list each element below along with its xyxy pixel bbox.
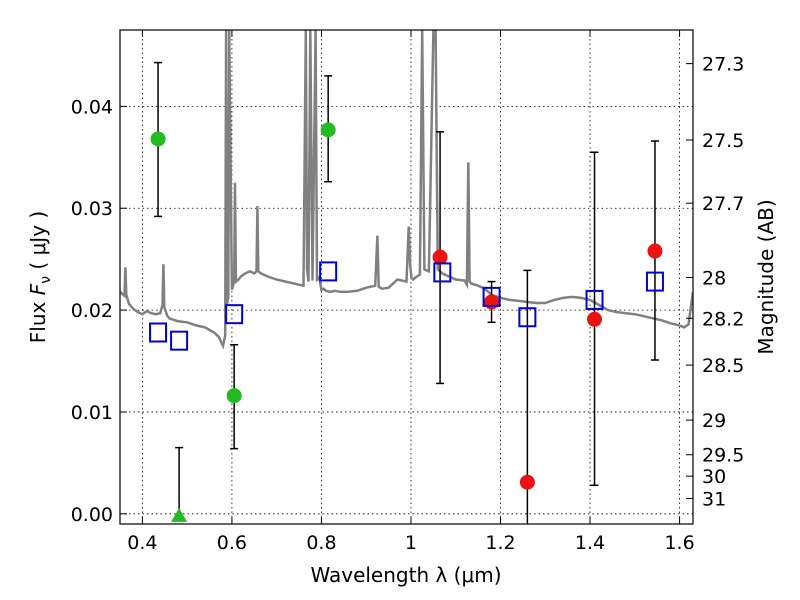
ticks bbox=[120, 30, 693, 524]
magnitude-tick-label: 29 bbox=[702, 410, 726, 432]
x-tick-label: 1.2 bbox=[485, 532, 515, 554]
y-tick-labels: 0.00 0.01 0.02 0.03 0.04 bbox=[71, 96, 113, 525]
magnitude-tick-label: 30 bbox=[702, 466, 726, 488]
blue-square-point bbox=[170, 330, 189, 351]
y-axis-label: Flux Fν ( μJy ) bbox=[26, 211, 54, 343]
grid bbox=[120, 30, 693, 524]
y-tick-label: 0.01 bbox=[71, 402, 113, 424]
magnitude-tick-label: 27.7 bbox=[702, 193, 744, 215]
x-tick-label: 0.4 bbox=[127, 532, 157, 554]
y-tick-label: 0.03 bbox=[71, 198, 113, 220]
plot-frame bbox=[119, 29, 694, 525]
magnitude-tick-label: 28.2 bbox=[702, 308, 744, 330]
red-point bbox=[484, 294, 500, 310]
magnitude-tick-label: 28.5 bbox=[702, 355, 744, 377]
green-point bbox=[226, 388, 242, 404]
magnitude-tick-label: 27.5 bbox=[702, 130, 744, 152]
x-tick-label: 0.8 bbox=[306, 532, 336, 554]
x-tick-label: 1 bbox=[405, 532, 417, 554]
green-point bbox=[150, 131, 166, 147]
blue-square-point bbox=[482, 286, 501, 307]
red-point bbox=[647, 243, 663, 259]
x-tick-labels: 0.4 0.6 0.8 1 1.2 1.4 1.6 bbox=[127, 532, 694, 554]
y-tick-label: 0.00 bbox=[71, 504, 113, 526]
x-axis-label: Wavelength λ (μm) bbox=[310, 563, 501, 587]
magnitude-tick-label: 28 bbox=[702, 268, 726, 290]
blue-square-point bbox=[225, 304, 244, 325]
x-tick-label: 0.6 bbox=[217, 532, 247, 554]
magnitude-axis-label: Magnitude (AB) bbox=[754, 199, 778, 354]
data-markers bbox=[149, 122, 664, 522]
y-tick-label: 0.04 bbox=[71, 96, 113, 118]
red-point bbox=[587, 311, 603, 327]
model-spectrum-line bbox=[120, 30, 693, 350]
green-point bbox=[320, 122, 336, 138]
red-point bbox=[519, 474, 535, 490]
blue-square-point bbox=[645, 271, 664, 292]
magnitude-tick-label: 31 bbox=[702, 489, 726, 511]
plot-area bbox=[120, 30, 693, 524]
x-tick-label: 1.4 bbox=[575, 532, 605, 554]
blue-square-point bbox=[585, 289, 604, 310]
blue-square-point bbox=[518, 307, 537, 328]
blue-square-point bbox=[319, 261, 338, 282]
red-point bbox=[432, 249, 448, 265]
blue-square-point bbox=[433, 262, 452, 283]
green-triangle-point bbox=[171, 507, 188, 522]
x-tick-label: 1.6 bbox=[664, 532, 694, 554]
magnitude-tick-label: 29.5 bbox=[702, 445, 744, 467]
magnitude-tick-label: 27.3 bbox=[702, 54, 744, 76]
blue-square-point bbox=[149, 322, 168, 343]
y-tick-label: 0.02 bbox=[71, 300, 113, 322]
